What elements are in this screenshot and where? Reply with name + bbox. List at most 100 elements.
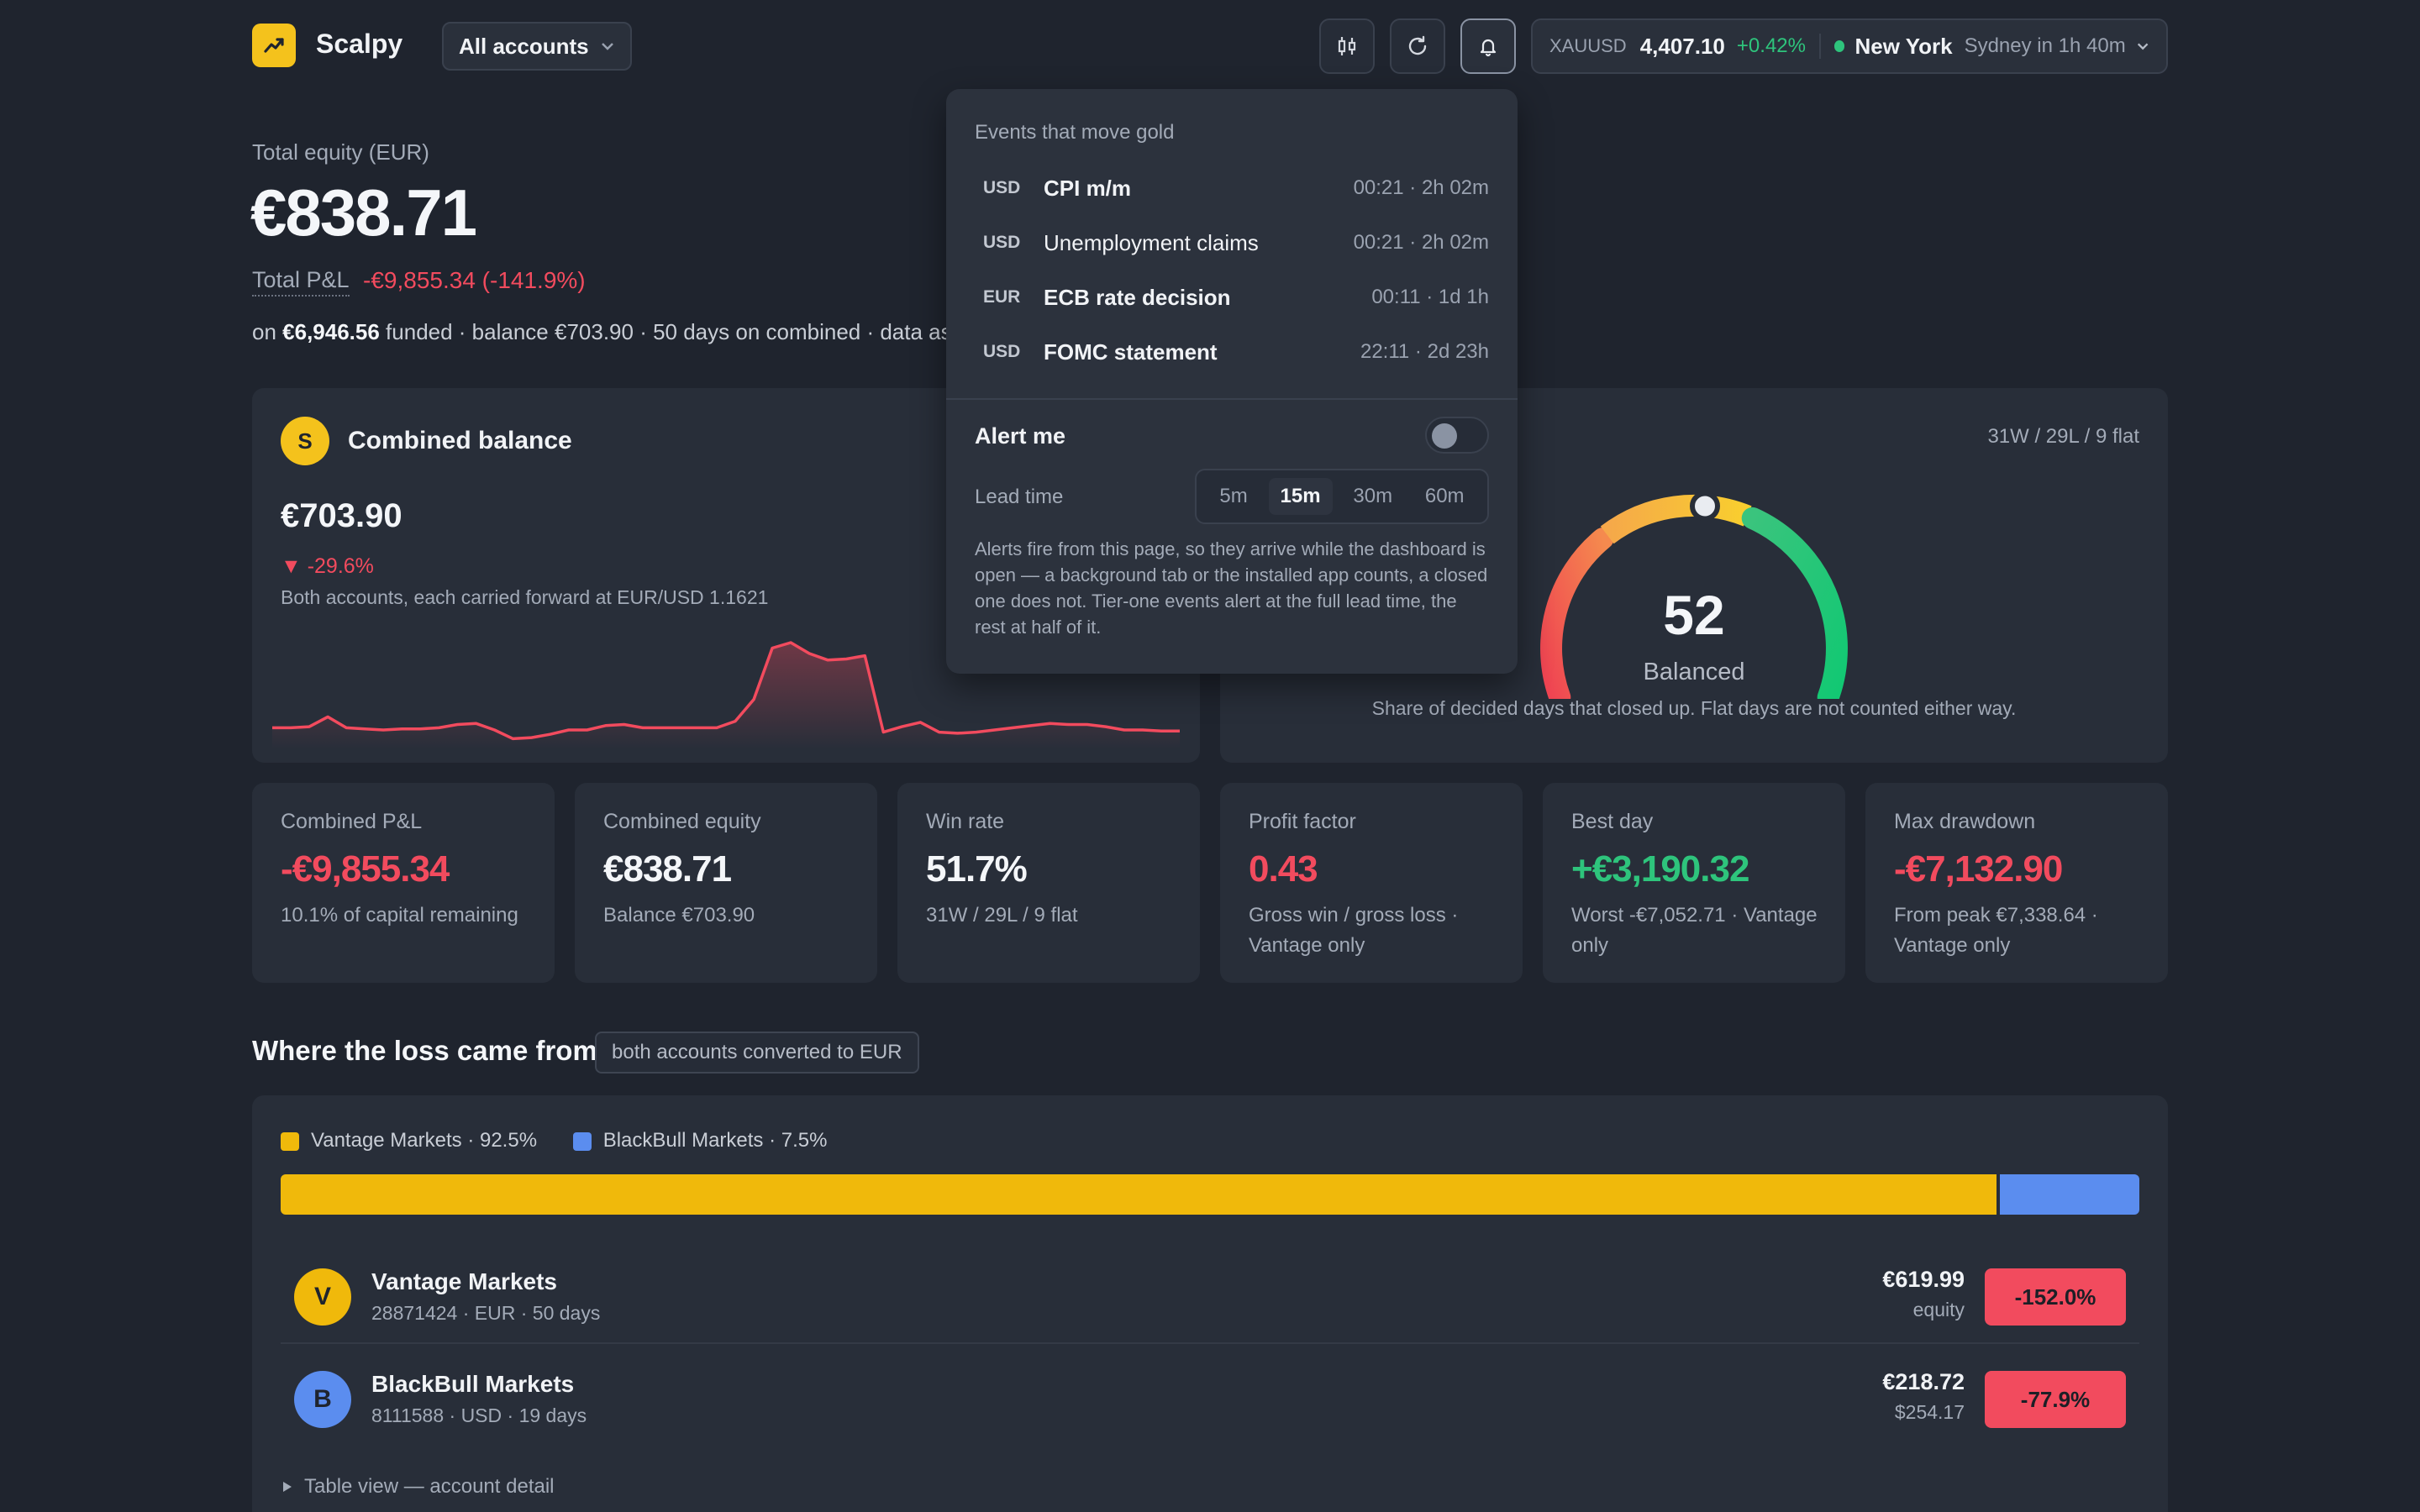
stat-sub: Worst -€7,052.71 · Vantage only	[1571, 904, 1818, 957]
event-row[interactable]: USD CPI m/m 00:21 · 2h 02m	[975, 170, 1489, 207]
event-row[interactable]: USD Unemployment claims 00:21 · 2h 02m	[975, 224, 1489, 261]
events-popover: Events that move gold USD CPI m/m 00:21 · …	[946, 89, 1518, 674]
win-score-value: 52	[1663, 584, 1725, 646]
chart-settings-button[interactable]	[1319, 18, 1375, 74]
win-score-label: Balanced	[1643, 659, 1745, 685]
account-select[interactable]: All accounts	[442, 22, 632, 71]
bell-icon	[1480, 39, 1497, 57]
legend-label: Vantage Markets · 92.5%	[311, 1129, 538, 1152]
alert-note: Alerts fire from this page, so they arri…	[975, 538, 1488, 638]
account-pct-badge: -77.9%	[1985, 1371, 2126, 1428]
stat-sub: 31W / 29L / 9 flat	[926, 904, 1078, 927]
alert-me-label: Alert me	[975, 423, 1066, 449]
alerts-button[interactable]	[1460, 18, 1516, 74]
row-divider	[281, 1342, 2139, 1344]
stat-value: +€3,190.32	[1571, 848, 1749, 890]
account-row-blackbull[interactable]: B BlackBull Markets 8111588 · USD · 19 d…	[281, 1352, 2139, 1446]
ticker-symbol: XAUUSD	[1549, 35, 1627, 56]
ticker-price: 4,407.10	[1639, 33, 1725, 59]
alert-toggle[interactable]	[1425, 417, 1489, 454]
event-currency: USD	[983, 342, 1021, 361]
loss-conversion-tag: both accounts converted to EUR	[595, 1032, 919, 1074]
lead-option-60m[interactable]: 60m	[1424, 485, 1465, 507]
account-meta: 28871424 · EUR · 50 days	[371, 1302, 601, 1324]
share-segment-blackbull	[2000, 1174, 2139, 1215]
account-select-label: All accounts	[459, 33, 589, 59]
ticker-divider	[1818, 34, 1821, 59]
toggle-knob	[1432, 423, 1457, 449]
stat-value: 51.7%	[926, 848, 1028, 890]
account-equity: €218.72	[1882, 1369, 1965, 1394]
session-status-dot	[1833, 40, 1845, 52]
loss-share-bar	[281, 1174, 2139, 1215]
refresh-button[interactable]	[1390, 18, 1445, 74]
chevron-down-icon	[602, 43, 613, 50]
sparkline-area	[272, 643, 1180, 749]
event-currency: EUR	[983, 287, 1021, 307]
candlestick-icon	[1338, 37, 1356, 55]
summary-funded: €6,946.56	[282, 319, 380, 344]
equity-label: Total equity (EUR)	[252, 139, 429, 165]
ticker-change: +0.42%	[1736, 34, 1806, 57]
lead-option-5m[interactable]: 5m	[1219, 485, 1248, 507]
app-logo[interactable]	[252, 24, 296, 67]
lead-time-selector: 5m 15m 30m 60m	[1195, 469, 1489, 524]
stat-label: Combined P&L	[281, 810, 423, 833]
account-equity-usd: $254.17	[1894, 1401, 1965, 1423]
combined-note: Both accounts, each carried forward at E…	[281, 586, 769, 608]
stat-value: €838.71	[603, 848, 732, 890]
stat-label: Best day	[1571, 810, 1654, 833]
stat-value: -€7,132.90	[1894, 848, 2063, 890]
brand-name: Scalpy	[316, 29, 403, 59]
stat-label: Profit factor	[1249, 810, 1356, 833]
stat-value: -€9,855.34	[281, 848, 450, 890]
account-equity-label: equity	[1912, 1299, 1965, 1320]
win-gauge	[1540, 491, 1848, 699]
event-time: 00:11 · 1d 1h	[1371, 286, 1489, 308]
balance-sparkline	[272, 641, 1180, 749]
table-view-toggle[interactable]: Table view — account detail	[281, 1475, 555, 1499]
event-time: 22:11 · 2d 23h	[1360, 340, 1489, 363]
combined-change: ▼ -29.6%	[281, 554, 374, 578]
session-name: New York	[1854, 33, 1953, 59]
market-ticker[interactable]: XAUUSD 4,407.10 +0.42% New York Sydney i…	[1531, 18, 2168, 74]
stat-card-profit-factor: Profit factor 0.43 Gross win / gross loss …	[1220, 783, 1523, 983]
event-row[interactable]: EUR ECB rate decision 00:11 · 1d 1h	[975, 279, 1489, 316]
event-name: ECB rate decision	[1044, 284, 1231, 310]
legend-swatch	[572, 1131, 592, 1151]
trend-up-icon	[264, 38, 284, 53]
share-divider	[1996, 1174, 2001, 1215]
lead-option-15m[interactable]: 15m	[1268, 478, 1333, 515]
account-row-vantage[interactable]: V Vantage Markets 28871424 · EUR · 50 da…	[281, 1250, 2139, 1344]
table-view-label: Table view — account detail	[304, 1475, 555, 1498]
win-score-note: Share of decided days that closed up. Fl…	[1371, 697, 2017, 719]
pnl-label[interactable]: Total P&L	[252, 267, 350, 297]
gauge-arc-high	[1741, 507, 1848, 699]
stat-sub: Balance €703.90	[603, 904, 755, 927]
popover-divider	[946, 398, 1518, 400]
event-name: Unemployment claims	[1044, 229, 1259, 255]
stat-value: 0.43	[1249, 848, 1318, 890]
stat-sub: From peak €7,338.64 · Vantage only	[1894, 904, 2098, 957]
gauge-arc-mid	[1600, 495, 1752, 544]
account-meta: 8111588 · USD · 19 days	[371, 1404, 587, 1426]
loss-legend: Vantage Markets · 92.5% BlackBull Market…	[281, 1129, 827, 1152]
next-session: Sydney in 1h 40m	[1964, 34, 2126, 57]
stat-card-combined-pnl: Combined P&L -€9,855.34 10.1% of capital r…	[252, 783, 555, 983]
lead-option-30m[interactable]: 30m	[1353, 485, 1393, 507]
stat-card-max-drawdown: Max drawdown -€7,132.90 From peak €7,338.6…	[1865, 783, 2168, 983]
summary-prefix: on	[252, 319, 283, 344]
account-equity: €619.99	[1882, 1267, 1965, 1292]
legend-swatch	[281, 1131, 299, 1151]
loss-breakdown-card: Vantage Markets · 92.5% BlackBull Market…	[252, 1095, 2168, 1512]
event-time: 00:21 · 2h 02m	[1353, 176, 1489, 199]
chevron-down-icon	[2137, 43, 2149, 50]
popover-title: Events that move gold	[975, 121, 1175, 144]
event-row[interactable]: USD FOMC statement 22:11 · 2d 23h	[975, 333, 1489, 370]
event-currency: USD	[983, 233, 1021, 252]
event-time: 00:21 · 2h 02m	[1353, 231, 1489, 254]
combined-balance-value: €703.90	[281, 497, 402, 534]
stat-label: Combined equity	[603, 810, 761, 833]
legend-item-blackbull: BlackBull Markets · 7.5%	[572, 1129, 827, 1152]
caret-right-icon	[283, 1482, 292, 1492]
